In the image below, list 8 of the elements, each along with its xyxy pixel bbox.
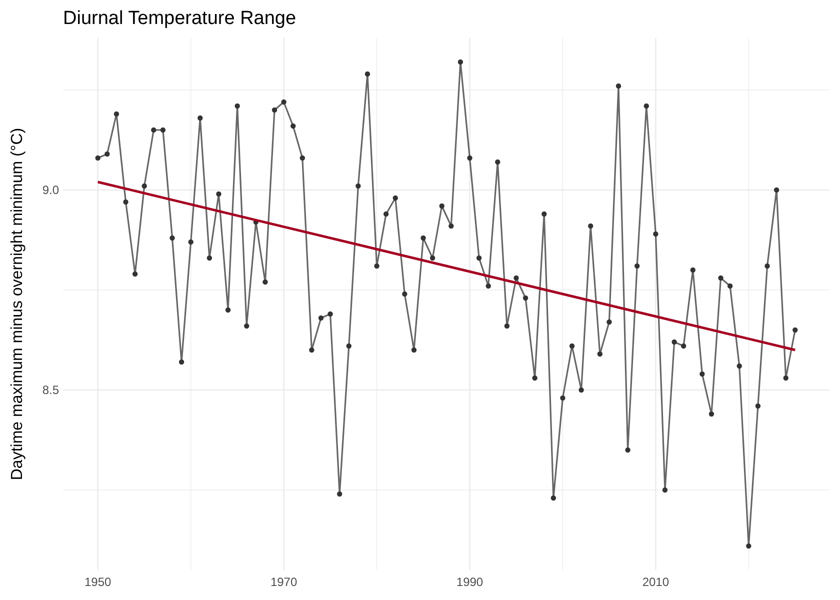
x-tick-label: 1950 bbox=[84, 575, 112, 589]
x-tick-label: 1970 bbox=[270, 575, 298, 589]
x-tick-label: 2010 bbox=[642, 575, 670, 589]
y-tick-label: 9.0 bbox=[42, 183, 60, 198]
y-axis-title: Daytime maximum minus overnight minimum (°C) bbox=[9, 128, 26, 480]
y-tick-label: 8.5 bbox=[42, 383, 60, 398]
chart-title: Diurnal Temperature Range bbox=[63, 8, 296, 29]
x-tick-label: 1990 bbox=[456, 575, 484, 589]
